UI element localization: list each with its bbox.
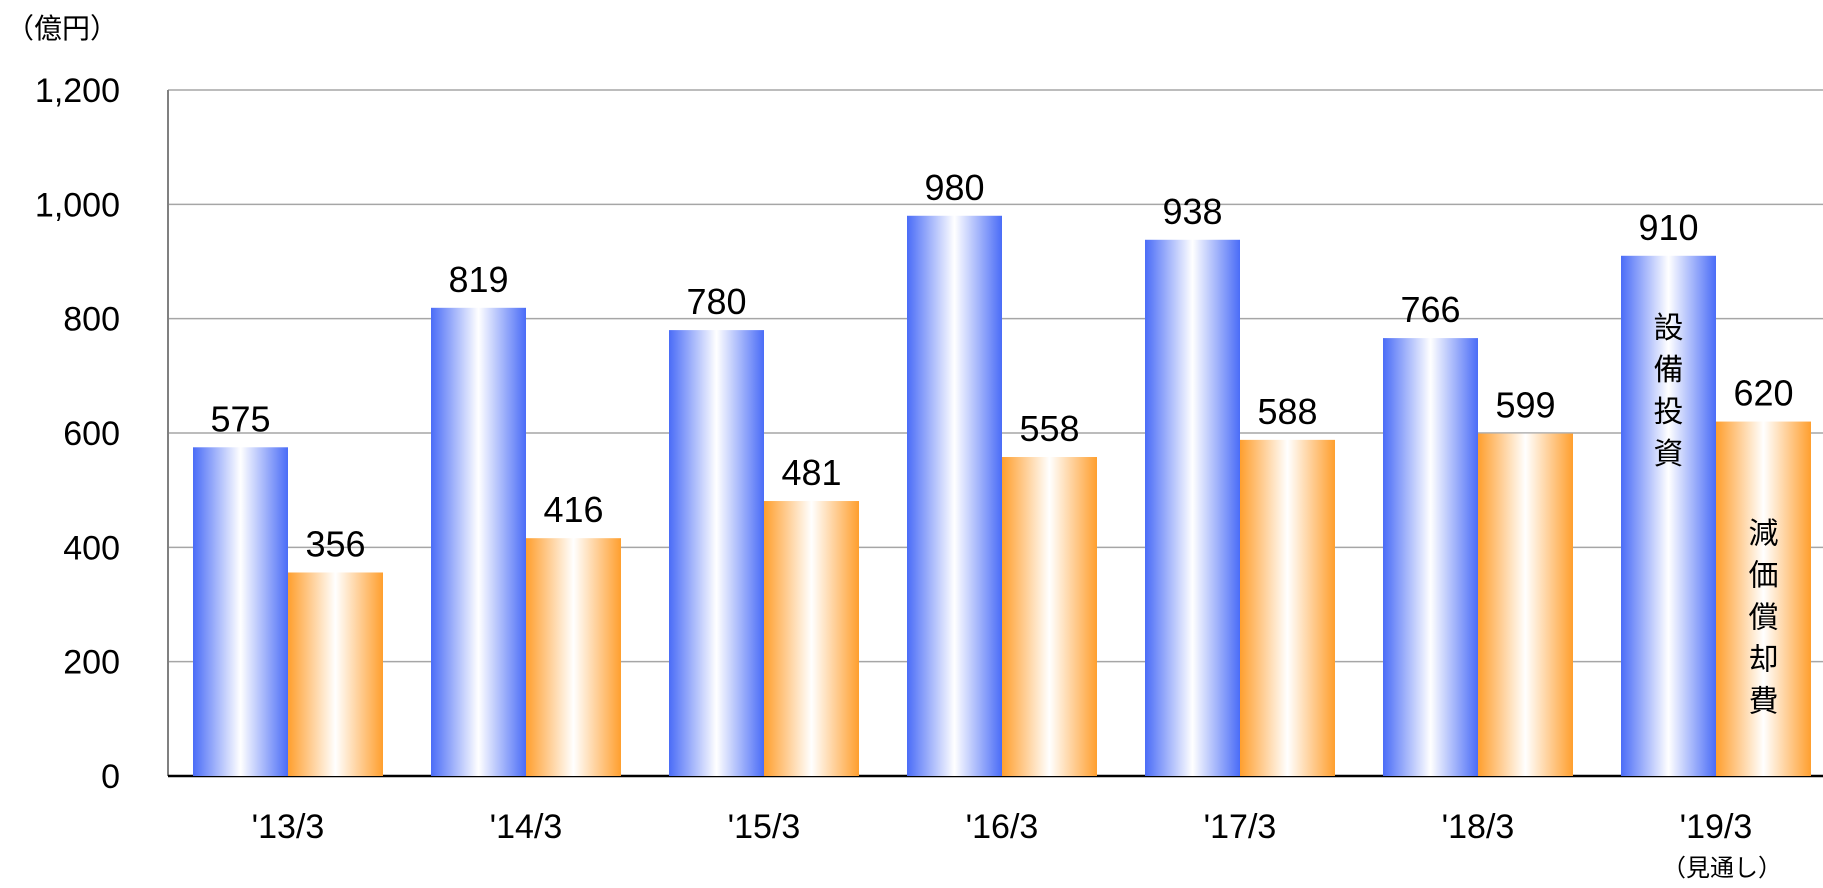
data-label: 416	[543, 489, 603, 530]
y-tick-label: 800	[63, 301, 120, 339]
data-label: 575	[210, 398, 270, 439]
series-name-label: 減価償却費	[1749, 517, 1779, 720]
y-tick-label: 1,000	[35, 186, 120, 224]
x-tick-label: '19/3	[1680, 808, 1753, 846]
data-label: 356	[305, 523, 365, 564]
data-label: 938	[1162, 191, 1222, 232]
x-tick-label: '17/3	[1204, 808, 1277, 846]
unit-label: （億円）	[6, 12, 118, 45]
bar	[193, 447, 288, 776]
bar	[526, 538, 621, 776]
data-label: 588	[1257, 391, 1317, 432]
data-label: 910	[1638, 207, 1698, 248]
y-tick-label: 0	[101, 758, 120, 796]
y-tick-label: 1,200	[35, 72, 120, 110]
bar	[907, 215, 1002, 776]
bar	[1621, 255, 1716, 777]
data-labels: 575 356 819 416 780 481 980 558 938 588 766 599 910 6…	[210, 167, 1793, 565]
bar	[1002, 457, 1097, 776]
data-label: 819	[448, 259, 508, 300]
bars	[193, 215, 1811, 777]
data-label: 780	[686, 281, 746, 322]
data-label: 481	[781, 452, 841, 493]
y-tick-label: 600	[63, 415, 120, 453]
bar	[669, 330, 764, 776]
x-axis: '13/3 '14/3 '15/3 '16/3 '17/3 '18/3 '19/3	[252, 808, 1753, 846]
y-tick-label: 400	[63, 529, 120, 567]
bar	[1145, 239, 1240, 776]
data-label: 766	[1400, 289, 1460, 330]
x-tick-label: '15/3	[728, 808, 801, 846]
bar	[1240, 439, 1335, 776]
data-label: 558	[1019, 408, 1079, 449]
series-name-label: 設備投資	[1654, 311, 1684, 472]
data-label: 599	[1495, 385, 1555, 426]
x-tick-label: '16/3	[966, 808, 1039, 846]
x-tick-label: '18/3	[1442, 808, 1515, 846]
y-tick-label: 200	[63, 644, 120, 682]
bar	[1478, 433, 1573, 776]
data-label: 980	[924, 167, 984, 208]
bar	[764, 501, 859, 776]
y-axis: 0 200 400 600 800 1,000 1,200	[35, 72, 120, 796]
bar	[288, 572, 383, 776]
x-tick-label: '13/3	[252, 808, 325, 846]
bar	[1383, 338, 1478, 776]
x-tick-label: '14/3	[490, 808, 563, 846]
category-note: （見通し）	[1662, 854, 1782, 882]
data-label: 620	[1733, 373, 1793, 414]
bar	[1716, 421, 1811, 776]
bar	[431, 307, 526, 776]
